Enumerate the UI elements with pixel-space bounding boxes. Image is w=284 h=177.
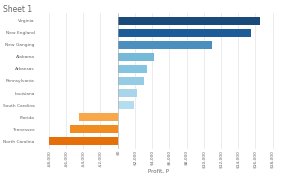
Bar	[79, 113, 118, 121]
Bar	[70, 125, 118, 133]
Bar	[118, 101, 134, 109]
Bar	[118, 65, 147, 73]
Bar	[118, 53, 154, 61]
Bar	[118, 77, 143, 85]
Bar	[49, 137, 118, 145]
Text: Sheet 1: Sheet 1	[3, 5, 32, 14]
X-axis label: Profit, P: Profit, P	[148, 169, 169, 174]
Bar	[118, 89, 137, 97]
Bar	[118, 17, 260, 25]
Bar	[118, 29, 251, 37]
Bar	[118, 41, 212, 49]
